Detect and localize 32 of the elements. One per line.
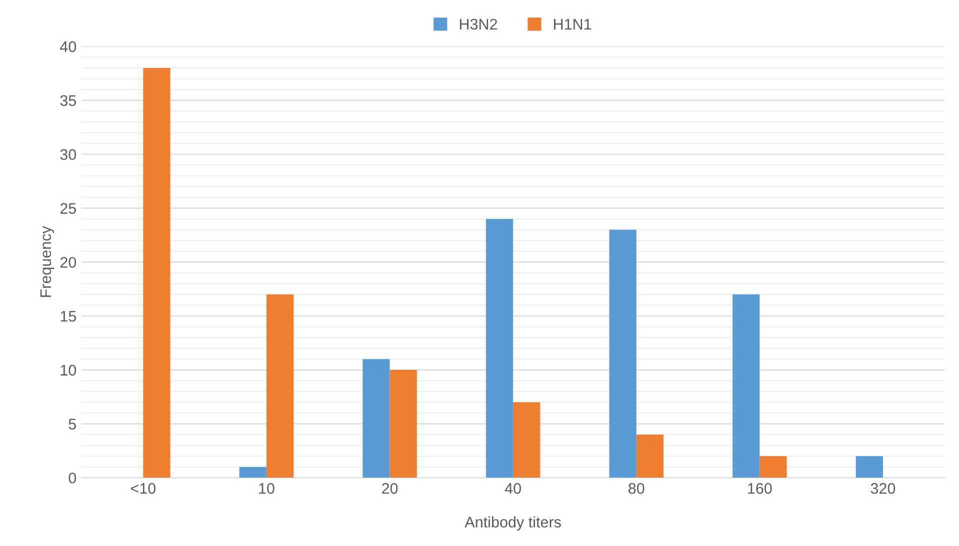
bar xyxy=(732,294,760,478)
bar xyxy=(239,466,266,478)
x-tick-label: 320 xyxy=(870,483,896,494)
x-tick-label: 20 xyxy=(382,483,398,494)
x-tick-label: 10 xyxy=(259,483,274,494)
x-axis-title: Antibody titers xyxy=(464,516,561,531)
bar xyxy=(760,456,787,478)
x-tick-label: <10 xyxy=(130,483,156,494)
bar xyxy=(486,218,514,478)
x-tick-label: 40 xyxy=(504,483,521,494)
x-tick-label: 160 xyxy=(748,483,772,494)
y-tick-label: 40 xyxy=(60,41,76,52)
y-tick-label: 5 xyxy=(68,418,76,430)
y-tick-label: 25 xyxy=(60,203,76,214)
y-tick-label: 10 xyxy=(60,364,76,376)
x-tick-label: 80 xyxy=(628,483,644,494)
y-tick-label: 20 xyxy=(60,256,76,268)
legend-label: H1N1 xyxy=(554,18,592,30)
bar xyxy=(609,230,636,478)
y-axis-title: Frequency xyxy=(40,226,54,297)
bar xyxy=(143,68,170,478)
y-tick-label: 30 xyxy=(60,149,76,160)
y-tick-label: 35 xyxy=(60,95,76,106)
bar xyxy=(266,294,294,478)
bar xyxy=(362,359,390,478)
bar xyxy=(636,434,664,478)
bar xyxy=(390,370,417,478)
legend-label: H3N2 xyxy=(460,18,498,30)
y-tick-label: 0 xyxy=(68,472,76,484)
y-tick-label: 15 xyxy=(60,311,76,322)
bar xyxy=(513,402,540,478)
bar xyxy=(856,456,883,478)
